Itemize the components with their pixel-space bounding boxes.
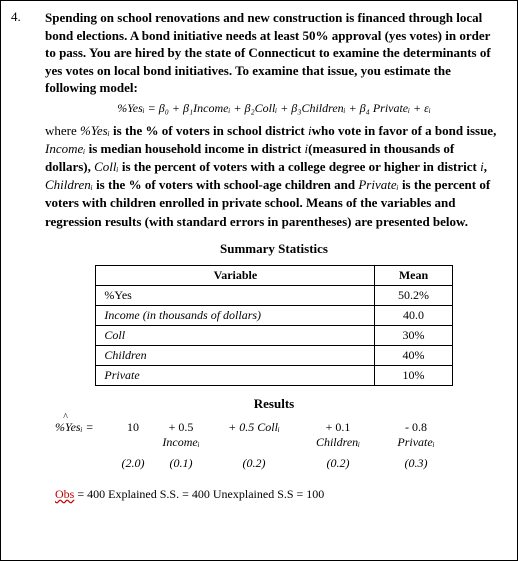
col-variable: Variable	[96, 265, 375, 285]
var-private-label: Privateᵢ	[377, 435, 455, 450]
model-equation: %Yesᵢ = β₀ + β₁Incomeᵢ + β₂Collᵢ + β₃Chi…	[45, 101, 503, 116]
coef-income: + 0.5	[153, 420, 209, 435]
var-children: Childrenᵢ	[45, 177, 93, 192]
lhs: %Yesᵢ =	[55, 420, 113, 435]
se-income: (0.1)	[153, 456, 209, 471]
desc-t: is the % of voters in school district	[110, 123, 308, 138]
cell-var: Income (in thousands of dollars)	[96, 305, 375, 325]
desc-t: is the % of voters with school-age child…	[93, 177, 359, 192]
summary-heading: Summary Statistics	[45, 241, 503, 257]
cell-mean: 10%	[375, 365, 452, 385]
cell-mean: 40.0	[375, 305, 452, 325]
obs-stats: Obs = 400 Explained S.S. = 400 Unexplain…	[55, 487, 503, 502]
question-number: 4.	[11, 9, 21, 25]
content-area: Spending on school renovations and new c…	[45, 9, 503, 502]
results-heading: Results	[45, 396, 503, 412]
table-row: Private 10%	[96, 365, 452, 385]
cell-mean: 40%	[375, 345, 452, 365]
coef-intercept: 10	[113, 420, 153, 435]
obs-values: = 400 Explained S.S. = 400 Unexplained S…	[74, 487, 324, 501]
results-equation: %Yesᵢ = 10 + 0.5 + 0.5 Collᵢ + 0.1 - 0.8…	[55, 420, 493, 471]
coef-coll: + 0.5 Collᵢ	[209, 420, 299, 435]
variable-description: where %Yesᵢ is the % of voters in school…	[45, 122, 503, 231]
se-children: (0.2)	[299, 456, 377, 471]
table-row: Income (in thousands of dollars) 40.0	[96, 305, 452, 325]
desc-t: ,	[484, 159, 487, 174]
se-coll: (0.2)	[209, 456, 299, 471]
var-income: Incomeᵢ	[45, 141, 85, 156]
coef-private: - 0.8	[377, 420, 455, 435]
desc-t: is median household income in district	[85, 141, 304, 156]
table-row: Children 40%	[96, 345, 452, 365]
cell-var: %Yes	[96, 285, 375, 305]
var-children-label: Childrenᵢ	[299, 435, 377, 450]
table-row: %Yes 50.2%	[96, 285, 452, 305]
cell-mean: 30%	[375, 325, 452, 345]
se-intercept: (2.0)	[113, 456, 153, 471]
question-text: Spending on school renovations and new c…	[45, 9, 503, 97]
var-income-label: Incomeᵢ	[153, 435, 209, 450]
coef-children: + 0.1	[299, 420, 377, 435]
obs-label: Obs	[55, 487, 74, 501]
cell-mean: 50.2%	[375, 285, 452, 305]
summary-table: Variable Mean %Yes 50.2% Income (in thou…	[95, 265, 452, 386]
desc-t: who vote in favor of a bond issue,	[312, 123, 497, 138]
desc-t: where	[45, 123, 80, 138]
var-private: Privateᵢ	[358, 177, 398, 192]
var-yes: %Yesᵢ	[80, 123, 110, 138]
cell-var: Coll	[96, 325, 375, 345]
desc-t: is the percent of voters with a college …	[119, 159, 481, 174]
cell-var: Private	[96, 365, 375, 385]
var-coll: Collᵢ	[94, 159, 118, 174]
col-mean: Mean	[375, 265, 452, 285]
se-private: (0.3)	[377, 456, 455, 471]
table-row: Coll 30%	[96, 325, 452, 345]
cell-var: Children	[96, 345, 375, 365]
